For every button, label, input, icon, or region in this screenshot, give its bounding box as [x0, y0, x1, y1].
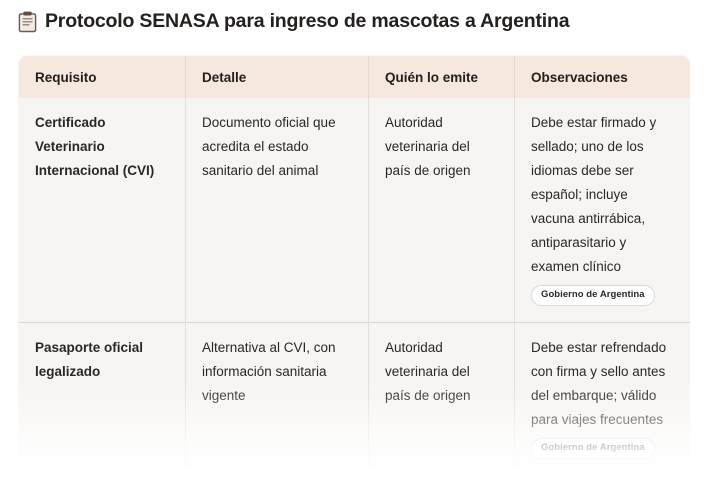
- clipboard-icon: [18, 11, 37, 32]
- cell-quien-lo-emite: Autoridad veterinaria del país de origen: [368, 98, 515, 323]
- table-body: Certificado Veterinario Internacional (C…: [19, 98, 690, 469]
- column-header-requisito: Requisito: [19, 56, 186, 98]
- table-header: Requisito Detalle Quién lo emite Observa…: [19, 56, 690, 98]
- cell-observaciones: Debe estar refrendado con firma y sello …: [514, 322, 690, 469]
- protocol-table: Requisito Detalle Quién lo emite Observa…: [18, 55, 690, 469]
- table-row: Pasaporte oficial legalizado Alternativa…: [19, 322, 690, 469]
- cell-detalle: Alternativa al CVI, con información sani…: [185, 322, 369, 469]
- cell-requisito: Pasaporte oficial legalizado: [19, 322, 186, 469]
- page-header: Protocolo SENASA para ingreso de mascota…: [0, 0, 704, 32]
- column-header-observaciones: Observaciones: [514, 56, 690, 98]
- source-badge[interactable]: Gobierno de Argentina: [531, 438, 655, 459]
- column-header-quien-lo-emite: Quién lo emite: [368, 56, 515, 98]
- table-header-row: Requisito Detalle Quién lo emite Observa…: [19, 56, 690, 98]
- protocol-table-container: Requisito Detalle Quién lo emite Observa…: [18, 55, 690, 469]
- observaciones-text: Debe estar refrendado con firma y sello …: [531, 340, 667, 427]
- cell-observaciones: Debe estar firmado y sellado; uno de los…: [514, 98, 690, 323]
- page-title: Protocolo SENASA para ingreso de mascota…: [45, 9, 570, 32]
- observaciones-text: Debe estar firmado y sellado; uno de los…: [531, 115, 657, 274]
- cell-detalle: Documento oficial que acredita el estado…: [185, 98, 369, 323]
- cell-quien-lo-emite: Autoridad veterinaria del país de origen: [368, 322, 515, 469]
- source-badge[interactable]: Gobierno de Argentina: [531, 285, 655, 306]
- column-header-detalle: Detalle: [185, 56, 369, 98]
- cell-requisito: Certificado Veterinario Internacional (C…: [19, 98, 186, 323]
- table-row: Certificado Veterinario Internacional (C…: [19, 98, 690, 323]
